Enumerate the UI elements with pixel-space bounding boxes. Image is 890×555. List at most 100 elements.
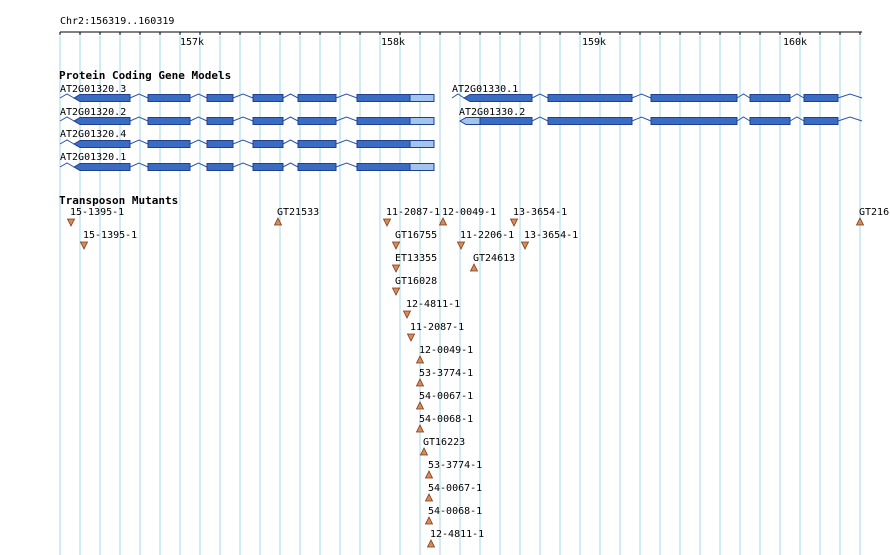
intron-line (837, 116, 863, 122)
transposon-label: 53-3774-1 (428, 460, 482, 471)
transposon-marker[interactable] (391, 264, 401, 273)
transposon-label: 13-3654-1 (524, 230, 578, 241)
transposon-marker[interactable] (415, 424, 425, 433)
exon-block[interactable] (547, 94, 633, 102)
exon-block[interactable] (297, 117, 337, 125)
exon-block[interactable] (650, 94, 738, 102)
transposon-marker[interactable] (79, 241, 89, 250)
intron-line (335, 93, 358, 99)
gene-label: AT2G01320.4 (60, 129, 126, 140)
intron-line (837, 93, 863, 99)
intron-line (282, 162, 299, 168)
exon-block[interactable] (650, 117, 738, 125)
transposon-label: GT216 (859, 207, 889, 218)
intron-line (789, 93, 805, 99)
intron-line (232, 162, 254, 168)
transposon-label: 15-1395-1 (70, 207, 124, 218)
exon-block[interactable] (356, 117, 411, 125)
transposon-marker[interactable] (424, 493, 434, 502)
exon-block[interactable] (297, 163, 337, 171)
utr-block[interactable] (409, 117, 435, 125)
intron-line (232, 139, 254, 145)
utr-block[interactable] (409, 140, 435, 148)
intron-line (189, 93, 208, 99)
transposon-marker[interactable] (456, 241, 466, 250)
intron-line (232, 93, 254, 99)
transposon-marker[interactable] (406, 333, 416, 342)
transposon-marker[interactable] (469, 263, 479, 272)
ruler-tick-label: 157k (180, 37, 204, 48)
transposon-marker[interactable] (509, 218, 519, 227)
utr-block[interactable] (409, 94, 435, 102)
exon-block[interactable] (147, 94, 191, 102)
exon-block[interactable] (479, 117, 533, 125)
transposon-marker[interactable] (415, 355, 425, 364)
exon-block[interactable] (803, 94, 839, 102)
transposon-label: 11-2087-1 (410, 322, 464, 333)
ruler-tick-label: 158k (381, 37, 405, 48)
exon-block[interactable] (206, 140, 234, 148)
exon-block[interactable] (206, 117, 234, 125)
transposon-marker[interactable] (391, 241, 401, 250)
transposon-marker[interactable] (438, 217, 448, 226)
exon-block[interactable] (463, 94, 533, 102)
transposon-label: ET13355 (395, 253, 437, 264)
intron-line (189, 162, 208, 168)
intron-line (531, 93, 549, 99)
transposon-marker[interactable] (426, 539, 436, 548)
transposon-label: 15-1395-1 (83, 230, 137, 241)
exon-block[interactable] (547, 117, 633, 125)
transposon-marker[interactable] (402, 310, 412, 319)
transposon-marker[interactable] (424, 516, 434, 525)
exon-block[interactable] (73, 117, 131, 125)
transposon-label: 12-4811-1 (430, 529, 484, 540)
exon-block[interactable] (252, 163, 284, 171)
utr-block[interactable] (409, 163, 435, 171)
exon-block[interactable] (147, 140, 191, 148)
exon-block[interactable] (749, 117, 791, 125)
transposon-marker[interactable] (415, 401, 425, 410)
transposon-marker[interactable] (424, 470, 434, 479)
transposon-marker[interactable] (391, 287, 401, 296)
transposon-label: GT24613 (473, 253, 515, 264)
exon-block[interactable] (356, 163, 411, 171)
exon-block[interactable] (749, 94, 791, 102)
transposon-marker[interactable] (855, 217, 865, 226)
transposon-label: 12-4811-1 (406, 299, 460, 310)
exon-block[interactable] (206, 163, 234, 171)
transposon-marker[interactable] (382, 218, 392, 227)
exon-block[interactable] (147, 117, 191, 125)
transposon-label: 54-0068-1 (428, 506, 482, 517)
transposon-label: 11-2206-1 (460, 230, 514, 241)
gene-track-title: Protein Coding Gene Models (59, 69, 231, 82)
intron-line (335, 139, 358, 145)
transposon-marker[interactable] (419, 447, 429, 456)
exon-block[interactable] (297, 94, 337, 102)
exon-block[interactable] (459, 117, 481, 125)
exon-block[interactable] (252, 117, 284, 125)
exon-block[interactable] (252, 94, 284, 102)
exon-block[interactable] (356, 140, 411, 148)
exon-block[interactable] (206, 94, 234, 102)
intron-line (631, 116, 652, 122)
transposon-label: 12-0049-1 (442, 207, 496, 218)
exon-block[interactable] (356, 94, 411, 102)
transposon-marker[interactable] (520, 241, 530, 250)
intron-line (189, 116, 208, 122)
exon-block[interactable] (73, 94, 131, 102)
transposon-label: 53-3774-1 (419, 368, 473, 379)
ruler-range-label: Chr2:156319..160319 (60, 16, 174, 27)
exon-block[interactable] (252, 140, 284, 148)
exon-block[interactable] (73, 140, 131, 148)
intron-line (59, 162, 75, 168)
transposon-marker[interactable] (415, 378, 425, 387)
intron-line (736, 93, 751, 99)
exon-block[interactable] (147, 163, 191, 171)
exon-block[interactable] (803, 117, 839, 125)
exon-block[interactable] (73, 163, 131, 171)
exon-block[interactable] (297, 140, 337, 148)
transposon-marker[interactable] (273, 217, 283, 226)
transposon-marker[interactable] (66, 218, 76, 227)
